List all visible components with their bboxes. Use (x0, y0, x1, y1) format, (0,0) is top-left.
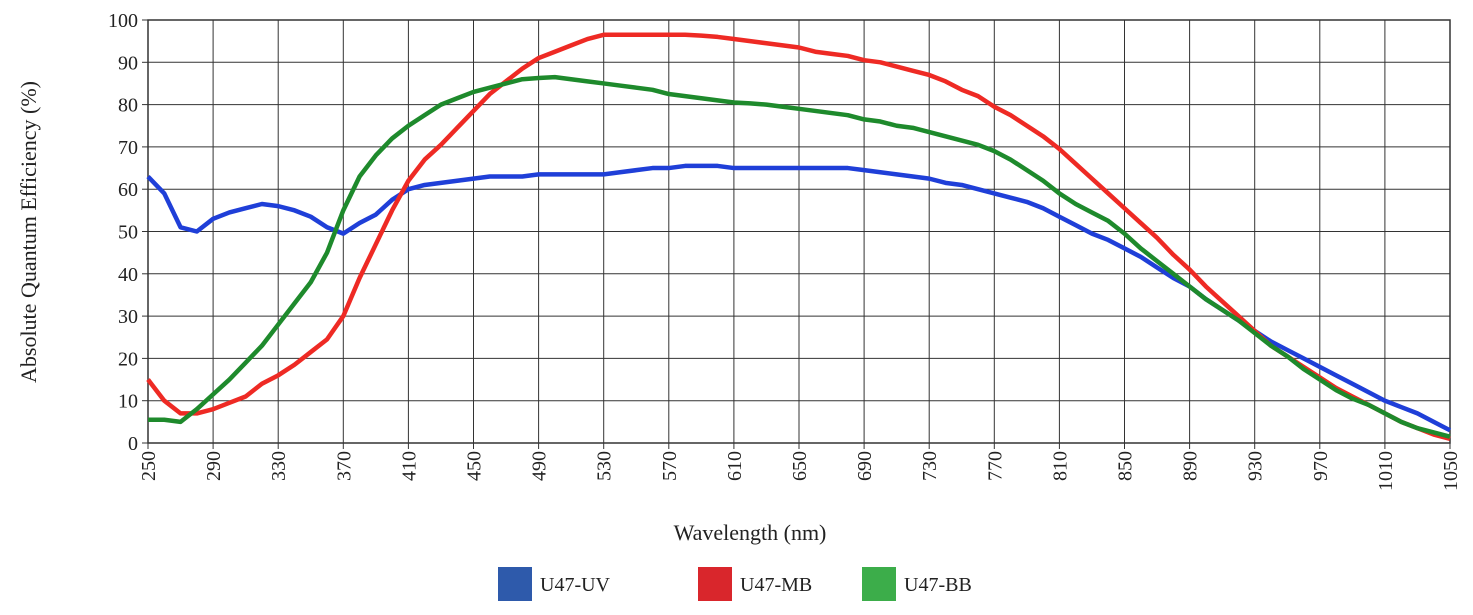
legend-swatch (862, 567, 896, 601)
x-tick-label: 1050 (1440, 451, 1462, 491)
x-tick-label: 490 (529, 451, 551, 481)
legend-swatch (698, 567, 732, 601)
x-tick-label: 690 (854, 451, 876, 481)
x-tick-label: 890 (1180, 451, 1202, 481)
y-tick-label: 80 (118, 95, 138, 117)
y-tick-label: 100 (108, 10, 138, 32)
plot-frame (147, 19, 1451, 444)
x-tick-label: 450 (464, 451, 486, 481)
y-tick-label: 40 (118, 264, 138, 286)
x-tick-label: 530 (594, 451, 616, 481)
y-tick-label: 90 (118, 52, 138, 74)
y-tick-label: 10 (118, 391, 138, 413)
x-tick-label: 970 (1310, 451, 1332, 481)
x-tick-label: 330 (268, 451, 290, 481)
y-tick-label: 70 (118, 137, 138, 159)
x-tick-label: 250 (138, 451, 160, 481)
x-tick-label: 1010 (1375, 451, 1397, 491)
x-tick-label: 290 (203, 451, 225, 481)
x-tick-label: 770 (984, 451, 1006, 481)
legend-swatch (498, 567, 532, 601)
series-line (146, 32, 1451, 441)
x-tick-label: 610 (724, 451, 746, 481)
x-tick-label: 850 (1115, 451, 1137, 481)
legend-label: U47-UV (540, 574, 611, 596)
y-tick-label: 30 (118, 306, 138, 328)
y-tick-label: 0 (128, 433, 138, 455)
legend-label: U47-BB (904, 574, 972, 596)
x-tick-label: 930 (1245, 451, 1267, 481)
x-tick-label: 370 (333, 451, 355, 481)
series-line (148, 74, 1451, 439)
x-tick-label: 570 (659, 451, 681, 481)
y-tick-label: 60 (118, 179, 138, 201)
x-tick-label: 810 (1049, 451, 1071, 481)
y-tick-label: 50 (118, 222, 138, 244)
x-axis-label: Wavelength (nm) (674, 520, 827, 545)
x-tick-label: 650 (789, 451, 811, 481)
legend-label: U47-MB (740, 574, 812, 596)
y-tick-label: 20 (118, 348, 138, 370)
x-tick-label: 410 (398, 451, 420, 481)
x-tick-label: 730 (919, 451, 941, 481)
y-axis-label: Absolute Quantum Efficiency (%) (16, 81, 41, 383)
